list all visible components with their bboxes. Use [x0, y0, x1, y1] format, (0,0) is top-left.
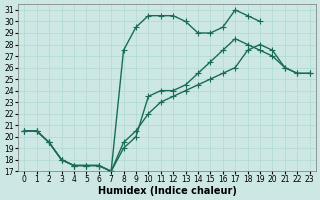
- X-axis label: Humidex (Indice chaleur): Humidex (Indice chaleur): [98, 186, 236, 196]
